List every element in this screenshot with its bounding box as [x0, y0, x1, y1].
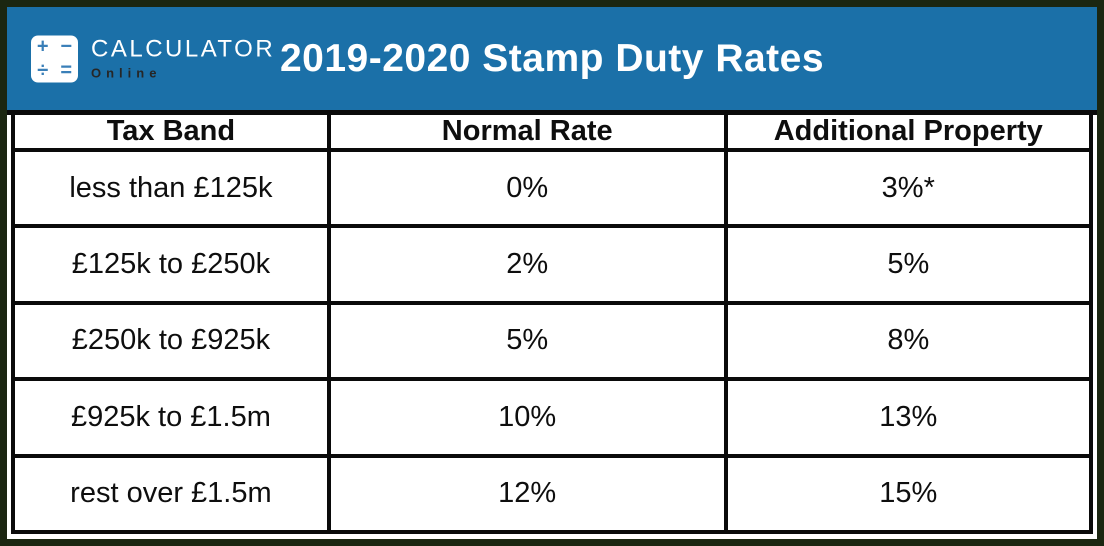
brand-name: CALCULATOR [91, 35, 276, 63]
page-header: + − ÷ = CALCULATOR Online 2019-2020 Stam… [7, 7, 1097, 115]
table-cell-normal-rate: 5% [326, 300, 728, 382]
column-header-tax-band: Tax Band [11, 115, 331, 152]
table-row: £250k to £925k 5% 8% [11, 300, 1094, 382]
column-header-additional-property: Additional Property [723, 115, 1094, 152]
table-cell-additional-rate: 8% [723, 300, 1094, 382]
brand-logo: + − ÷ = CALCULATOR Online [31, 35, 275, 82]
stamp-duty-rates-table: Tax Band Normal Rate Additional Property… [11, 115, 1094, 535]
table-cell-additional-rate: 15% [723, 453, 1094, 535]
column-header-normal-rate: Normal Rate [326, 115, 728, 152]
table-cell-band: £125k to £250k [11, 224, 331, 305]
table-header-row: Tax Band Normal Rate Additional Property [11, 115, 1094, 152]
table-cell-band: £925k to £1.5m [11, 377, 331, 458]
table-cell-band: less than £125k [11, 147, 331, 229]
divide-icon: ÷ [37, 59, 49, 82]
brand-text: CALCULATOR Online [91, 37, 275, 80]
table-row: £925k to £1.5m 10% 13% [11, 377, 1094, 458]
equals-icon: = [60, 59, 73, 82]
table-cell-additional-rate: 13% [723, 377, 1094, 458]
table-cell-normal-rate: 12% [326, 453, 728, 535]
table-cell-additional-rate: 3%* [723, 147, 1094, 229]
plus-icon: + [36, 35, 49, 58]
brand-subtitle: Online [91, 65, 162, 81]
table-row: £125k to £250k 2% 5% [11, 224, 1094, 305]
table-cell-band: £250k to £925k [11, 300, 331, 382]
page-title: 2019-2020 Stamp Duty Rates [279, 36, 825, 80]
calculator-icon: + − ÷ = [31, 35, 78, 82]
table-cell-normal-rate: 2% [326, 224, 728, 305]
rates-table-area: Tax Band Normal Rate Additional Property… [7, 115, 1097, 539]
table-row: rest over £1.5m 12% 15% [11, 453, 1094, 535]
table-cell-normal-rate: 0% [326, 147, 728, 229]
minus-icon: − [60, 35, 73, 58]
table-cell-additional-rate: 5% [723, 224, 1094, 305]
table-row: less than £125k 0% 3%* [11, 147, 1094, 229]
table-cell-normal-rate: 10% [326, 377, 728, 458]
table-cell-band: rest over £1.5m [11, 453, 331, 535]
